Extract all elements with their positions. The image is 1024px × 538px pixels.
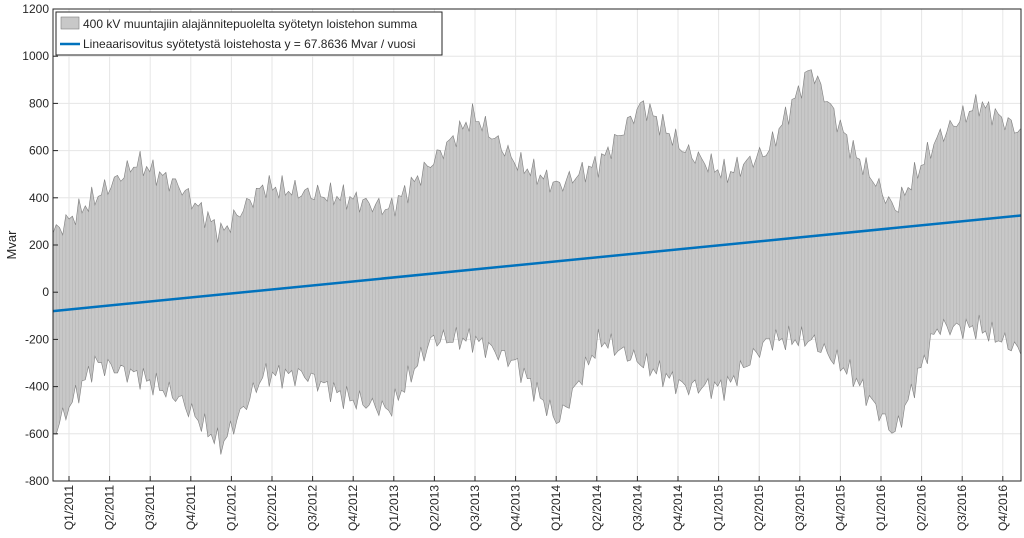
legend-swatch-area [60,16,80,30]
data-layer [52,69,1022,455]
legend-label: Lineaarisovitus syötetystä loistehosta y… [83,37,416,51]
x-tick-label: Q1/2012 [224,485,238,531]
y-tick-label: -400 [25,380,49,394]
y-tick-label: 0 [42,285,49,299]
x-tick-label: Q1/2016 [874,485,888,531]
x-tick-label: Q1/2013 [387,485,401,531]
y-axis-ticks: -800 -600 -400 -200 0 200 400 600 800 1000 1200 [22,2,58,488]
x-tick-label: Q4/2011 [184,485,198,530]
y-axis-label: Mvar [4,230,19,260]
y-tick-label: -600 [25,427,49,441]
x-tick-label: Q2/2015 [752,485,766,531]
x-tick-label: Q4/2016 [996,485,1010,531]
x-tick-label: Q3/2012 [306,485,320,531]
x-tick-label: Q4/2012 [346,485,360,531]
legend: 400 kV muuntajiin alajännitepuolelta syö… [55,11,443,56]
y-tick-label: 600 [29,144,49,158]
x-tick-label: Q1/2014 [549,485,563,531]
y-tick-label: -800 [25,474,49,488]
x-tick-label: Q4/2015 [833,485,847,531]
x-tick-label: Q3/2013 [468,485,482,531]
y-tick-label: 1000 [22,49,49,63]
x-tick-label: Q3/2015 [793,485,807,531]
x-tick-label: Q3/2016 [955,485,969,531]
y-tick-label: 800 [29,96,49,110]
series-trend-line [52,214,1022,313]
x-tick-label: Q2/2016 [915,485,929,531]
legend-box [55,11,443,56]
x-tick-label: Q3/2011 [143,485,157,530]
x-tick-label: Q2/2014 [590,485,604,531]
x-axis-ticks: Q1/2011 Q2/2011 Q3/2011 Q4/2011 Q1/2012 Q2/20… [62,476,1010,531]
x-tick-label: Q2/2013 [427,485,441,531]
x-tick-label: Q2/2012 [265,485,279,531]
x-tick-label: Q2/2011 [103,485,117,530]
x-tick-label: Q1/2011 [62,485,76,530]
x-tick-label: Q1/2015 [712,485,726,531]
legend-label: 400 kV muuntajiin alajännitepuolelta syö… [83,17,418,31]
x-tick-label: Q4/2013 [509,485,523,531]
x-tick-label: Q3/2014 [630,485,644,531]
y-tick-label: 1200 [22,2,49,16]
y-tick-label: 200 [29,238,49,252]
y-tick-label: -200 [25,332,49,346]
y-tick-label: 400 [29,191,49,205]
x-tick-label: Q4/2014 [671,485,685,531]
